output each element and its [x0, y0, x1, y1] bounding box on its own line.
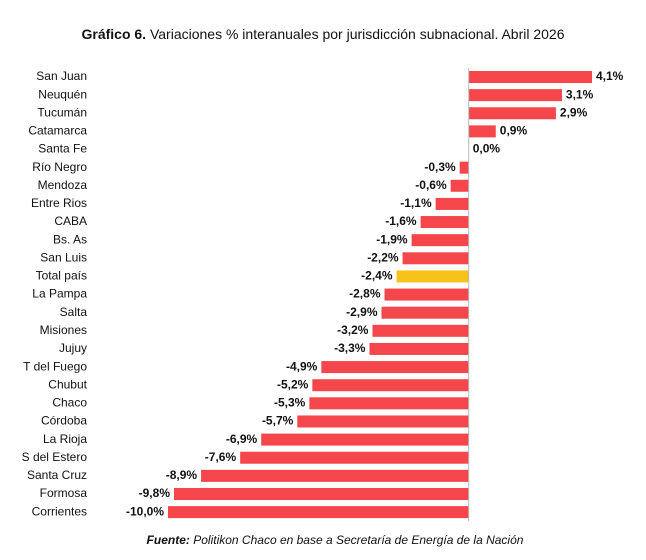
value-label: -5,7% — [262, 414, 294, 428]
category-label: San Juan — [36, 69, 87, 83]
bar — [174, 487, 469, 500]
bar — [312, 379, 469, 392]
chart-title: Gráfico 6. Variaciones % interanuales po… — [81, 26, 564, 42]
category-label: S del Estero — [22, 450, 88, 464]
category-label: San Luis — [40, 250, 87, 264]
category-label: Chaco — [52, 396, 87, 410]
category-label: CABA — [54, 214, 87, 228]
source: Fuente: Politikon Chaco en base a Secret… — [147, 533, 524, 547]
bar — [420, 216, 469, 229]
category-label: Bs. As — [53, 232, 87, 246]
category-label: Río Negro — [32, 160, 87, 174]
bar — [240, 451, 469, 464]
value-label: -0,6% — [415, 178, 447, 192]
category-label: Catamarca — [28, 124, 87, 138]
value-label: -2,8% — [349, 287, 381, 301]
value-label: -8,9% — [166, 468, 198, 482]
category-label: Total país — [36, 269, 87, 283]
value-label: 0,9% — [500, 124, 528, 138]
bar — [369, 342, 469, 355]
value-label: 0,0% — [473, 142, 501, 156]
bar — [435, 197, 469, 210]
category-label: Córdoba — [41, 414, 87, 428]
title-prefix: Gráfico 6. — [81, 26, 146, 42]
value-label: -1,9% — [376, 232, 408, 246]
title-text: Variaciones % interanuales por jurisdicc… — [150, 26, 565, 42]
value-label: -10,0% — [126, 504, 164, 518]
value-label: -2,9% — [346, 305, 378, 319]
category-label: La Pampa — [32, 287, 87, 301]
bar — [450, 179, 469, 192]
category-label: Neuquén — [38, 87, 87, 101]
value-label: -3,3% — [334, 341, 366, 355]
bar — [411, 234, 469, 247]
value-label: -2,2% — [367, 250, 399, 264]
category-label: Corrientes — [32, 504, 87, 518]
value-label: -1,1% — [400, 196, 432, 210]
value-label: 4,1% — [596, 69, 624, 83]
bar — [261, 433, 469, 446]
value-label: -6,9% — [226, 432, 258, 446]
bar — [468, 125, 496, 138]
value-label: -7,6% — [205, 450, 237, 464]
source-prefix: Fuente: — [147, 533, 190, 547]
category-label: Entre Rios — [31, 196, 87, 210]
bar — [459, 161, 469, 174]
category-label: T del Fuego — [23, 359, 87, 373]
bar — [402, 252, 469, 265]
bar — [309, 397, 469, 410]
category-label: Salta — [60, 305, 88, 319]
value-label: -5,3% — [274, 396, 306, 410]
value-label: 2,9% — [560, 105, 588, 119]
value-label: -4,9% — [286, 359, 318, 373]
value-label: 3,1% — [566, 87, 594, 101]
bar — [468, 107, 556, 120]
bar — [372, 324, 469, 337]
value-label: -5,2% — [277, 377, 309, 391]
category-label: Misiones — [40, 323, 87, 337]
bar — [168, 506, 469, 519]
value-label: -2,4% — [361, 269, 393, 283]
category-label: Tucumán — [37, 105, 87, 119]
category-label: Santa Fe — [38, 142, 87, 156]
bar — [396, 270, 469, 283]
category-label: Chubut — [48, 377, 87, 391]
value-label: -3,2% — [337, 323, 369, 337]
source-text: Politikon Chaco en base a Secretaría de … — [193, 533, 524, 547]
category-label: Mendoza — [38, 178, 88, 192]
category-label: Formosa — [40, 486, 88, 500]
bar — [384, 288, 469, 301]
category-label: Jujuy — [59, 341, 87, 355]
bar — [321, 361, 469, 374]
bar — [297, 415, 469, 428]
category-label: La Rioja — [43, 432, 87, 446]
bar — [468, 71, 592, 83]
bar — [381, 306, 469, 319]
bar — [468, 89, 562, 102]
category-label: Santa Cruz — [27, 468, 87, 482]
value-label: -0,3% — [424, 160, 456, 174]
value-label: -1,6% — [385, 214, 417, 228]
bar — [201, 469, 469, 482]
value-label: -9,8% — [139, 486, 171, 500]
